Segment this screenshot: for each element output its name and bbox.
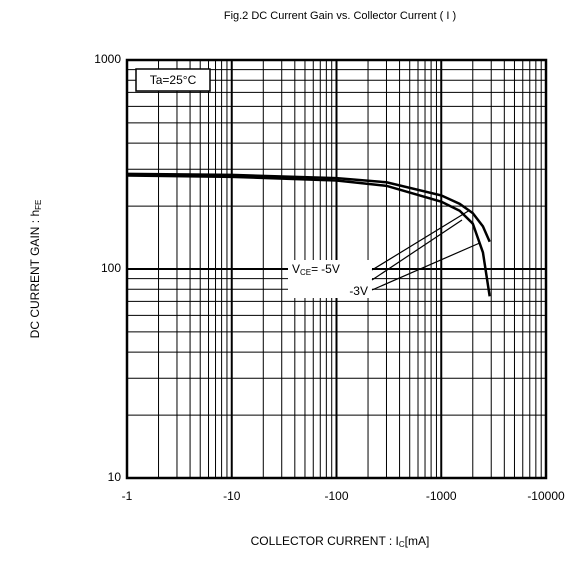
y-tick-label: 10 <box>108 470 122 484</box>
leader-line <box>371 219 463 281</box>
x-tick-label: -1 <box>122 489 133 503</box>
x-tick-label: -10 <box>223 489 241 503</box>
annotation: Ta=25°C <box>150 73 197 87</box>
annotation-box <box>135 68 211 92</box>
y-tick-label: 1000 <box>94 52 121 66</box>
leader-line <box>371 209 471 271</box>
legend-sub: CE <box>300 268 311 277</box>
x-label-main: COLLECTOR CURRENT : I <box>251 534 399 548</box>
x-tick-label: -10000 <box>527 489 565 503</box>
y-axis-label: DC CURRENT GAIN : hFE <box>28 200 43 339</box>
legend-entry: -3V <box>349 284 368 298</box>
leader-line <box>371 242 480 291</box>
x-axis-label: COLLECTOR CURRENT : IC[mA] <box>251 534 430 549</box>
y-tick-label: 100 <box>101 261 121 275</box>
plot-frame <box>125 58 548 480</box>
legend-bg <box>288 260 372 298</box>
y-label-main: DC CURRENT GAIN : h <box>28 210 42 338</box>
legend-entry: VCE= -5V <box>292 262 340 277</box>
legend-prefix: V <box>292 262 300 276</box>
x-label-suffix: [mA] <box>405 534 430 548</box>
x-tick-label: -1000 <box>426 489 457 503</box>
y-label-sub: FE <box>34 200 43 210</box>
legend-eq: = <box>311 262 318 276</box>
series-line <box>126 172 491 243</box>
x-tick-label: -100 <box>324 489 348 503</box>
x-label-sub: C <box>399 540 405 549</box>
chart-title: Fig.2 DC Current Gain vs. Collector Curr… <box>224 10 456 22</box>
legend-name: -5V <box>321 262 340 276</box>
